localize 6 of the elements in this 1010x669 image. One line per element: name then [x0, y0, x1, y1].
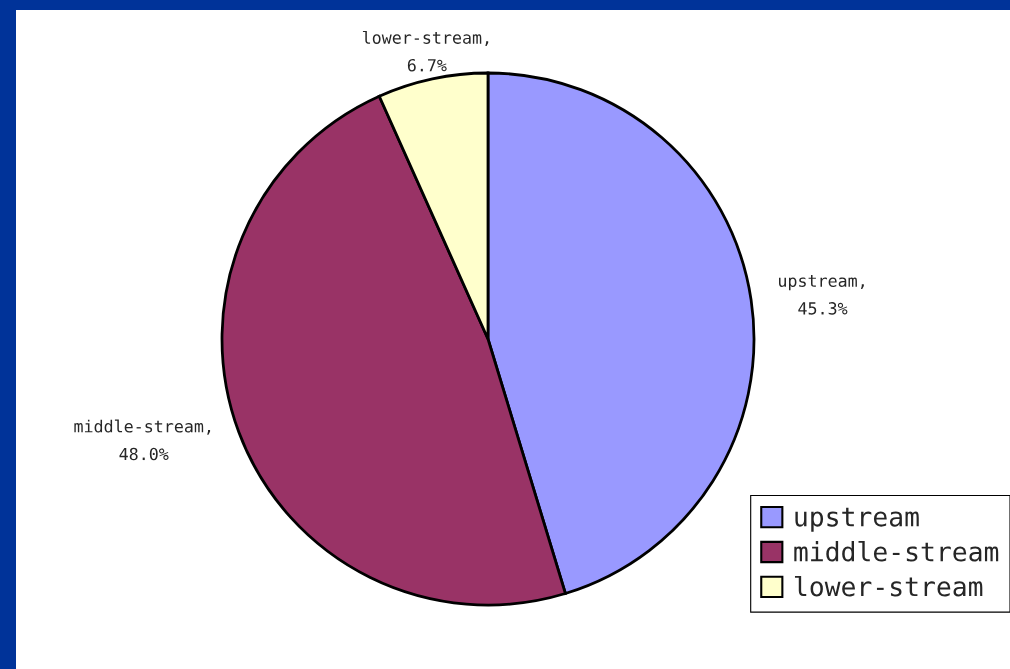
data-label: upstream, 45.3%: [779, 275, 864, 315]
data-label: lower-stream, 6.7%: [362, 30, 489, 72]
data-label: middle-stream, 48.0%: [74, 419, 211, 461]
legend-label: middle-stream: [794, 540, 999, 562]
legend-label: lower-stream: [794, 575, 983, 597]
legend-label: upstream: [795, 507, 919, 532]
